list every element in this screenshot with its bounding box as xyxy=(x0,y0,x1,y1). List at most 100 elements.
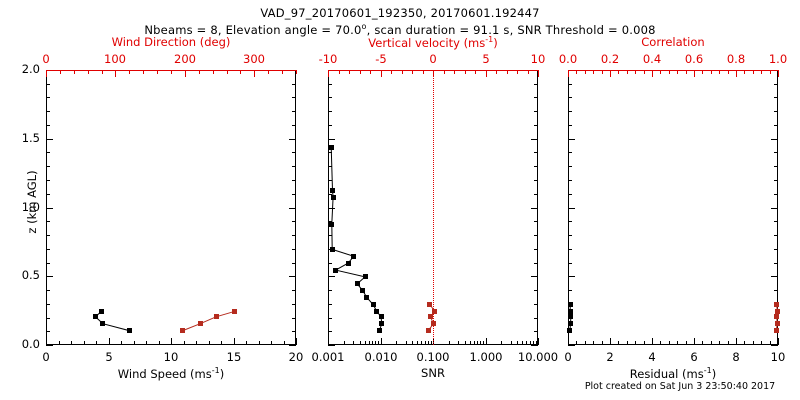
x-axis-top-minor-tick xyxy=(744,70,745,74)
data-point-marker xyxy=(100,321,106,327)
x-axis-top-minor-tick xyxy=(102,70,103,74)
data-point-marker xyxy=(345,260,351,266)
x-axis-tick-label: 10 xyxy=(163,350,179,364)
y-axis-minor-tick xyxy=(774,263,778,264)
data-point-marker xyxy=(330,194,336,200)
x-axis-minor-tick xyxy=(375,341,376,345)
x-axis-minor-tick xyxy=(576,341,577,345)
y-axis-minor-tick xyxy=(328,290,332,291)
y-axis-minor-tick xyxy=(534,290,538,291)
y-axis-minor-tick xyxy=(534,331,538,332)
y-axis-minor-tick xyxy=(46,318,50,319)
y-axis-minor-tick xyxy=(292,84,296,85)
panel-residual-frame xyxy=(568,70,778,345)
y-axis-minor-tick xyxy=(774,221,778,222)
y-axis-minor-tick xyxy=(534,221,538,222)
y-axis-minor-tick xyxy=(568,152,572,153)
x-axis-top-label-close: ) xyxy=(493,35,498,50)
x-axis-tick xyxy=(171,338,172,345)
data-point-marker xyxy=(360,288,366,294)
y-axis-tick xyxy=(568,345,575,346)
x-axis-top-tick-label: 0.4 xyxy=(642,52,662,66)
x-axis-minor-tick xyxy=(365,341,366,345)
plot-title: VAD_97_20170601_192350, 20170601.192447 xyxy=(0,6,800,20)
x-axis-tick-label: 2 xyxy=(606,350,614,364)
x-axis-top-minor-tick xyxy=(711,70,712,74)
x-axis-top-minor-tick xyxy=(391,70,392,74)
data-point-marker xyxy=(431,321,436,327)
data-point-marker xyxy=(427,314,433,320)
data-point-marker xyxy=(567,301,573,307)
y-axis-minor-tick xyxy=(774,84,778,85)
x-axis-minor-tick xyxy=(431,341,432,345)
x-axis-tick-label: 0.100 xyxy=(416,350,450,364)
x-axis-minor-tick xyxy=(259,341,260,345)
x-axis-top-minor-tick xyxy=(129,70,130,74)
y-axis-minor-tick xyxy=(292,263,296,264)
y-axis-tick xyxy=(289,345,296,346)
y-axis-minor-tick xyxy=(534,194,538,195)
x-axis-top-minor-tick xyxy=(719,70,720,74)
x-axis-top-minor-tick xyxy=(761,70,762,74)
data-point-marker xyxy=(126,328,132,334)
y-axis-minor-tick xyxy=(292,318,296,319)
y-axis-minor-tick xyxy=(568,97,572,98)
y-axis-minor-tick xyxy=(292,221,296,222)
x-axis-tick xyxy=(328,338,329,345)
x-axis-tick xyxy=(486,338,487,345)
y-axis-tick xyxy=(568,208,575,209)
y-axis-tick xyxy=(531,208,538,209)
x-axis-minor-tick xyxy=(146,341,147,345)
x-axis-tick xyxy=(109,338,110,345)
y-axis-minor-tick xyxy=(328,331,332,332)
x-axis-top-minor-tick xyxy=(660,70,661,74)
y-axis-tick xyxy=(289,139,296,140)
x-axis-minor-tick xyxy=(421,341,422,345)
x-axis-top-minor-tick xyxy=(686,70,687,74)
y-axis-minor-tick xyxy=(774,152,778,153)
x-axis-minor-tick xyxy=(59,341,60,345)
x-axis-minor-tick xyxy=(406,341,407,345)
x-axis-minor-tick xyxy=(686,341,687,345)
y-axis-minor-tick xyxy=(774,235,778,236)
y-axis-minor-tick xyxy=(46,290,50,291)
x-axis-top-tick xyxy=(778,70,779,77)
x-axis-label-exponent: -1 xyxy=(211,366,220,375)
x-axis-top-tick xyxy=(254,70,255,77)
y-axis-tick-label: 1.0 xyxy=(21,199,40,214)
x-axis-minor-tick xyxy=(465,341,466,345)
y-axis-minor-tick xyxy=(292,249,296,250)
y-axis-minor-tick xyxy=(292,208,296,209)
y-axis-minor-tick xyxy=(568,249,572,250)
y-axis-tick xyxy=(531,276,538,277)
x-axis-minor-tick xyxy=(470,341,471,345)
x-axis-top-tick xyxy=(568,70,569,77)
plot-title-text: VAD_97_20170601_192350, 20170601.192447 xyxy=(260,6,540,20)
y-axis-minor-tick xyxy=(46,235,50,236)
x-axis-minor-tick xyxy=(449,341,450,345)
x-axis-minor-tick xyxy=(602,341,603,345)
y-axis-minor-tick xyxy=(292,235,296,236)
x-axis-minor-tick xyxy=(221,341,222,345)
x-axis-top-label: Wind Direction (deg) xyxy=(26,35,316,49)
x-axis-minor-tick xyxy=(585,341,586,345)
y-axis-minor-tick xyxy=(292,152,296,153)
x-axis-minor-tick xyxy=(372,341,373,345)
y-axis-tick xyxy=(568,276,575,277)
x-axis-minor-tick xyxy=(677,341,678,345)
data-point-marker xyxy=(213,314,219,320)
y-axis-tick xyxy=(46,139,53,140)
y-axis-minor-tick xyxy=(46,152,50,153)
x-axis-top-minor-tick xyxy=(602,70,603,74)
y-axis-minor-tick xyxy=(328,318,332,319)
x-axis-top-tick xyxy=(381,70,382,77)
x-axis-top-minor-tick xyxy=(213,70,214,74)
x-axis-minor-tick xyxy=(71,341,72,345)
y-axis-minor-tick xyxy=(46,208,50,209)
x-axis-minor-tick xyxy=(669,341,670,345)
x-axis-top-minor-tick xyxy=(465,70,466,74)
x-axis-tick xyxy=(652,338,653,345)
y-axis-minor-tick xyxy=(292,166,296,167)
x-axis-top-tick-label: 100 xyxy=(104,52,126,66)
y-axis-minor-tick xyxy=(534,263,538,264)
